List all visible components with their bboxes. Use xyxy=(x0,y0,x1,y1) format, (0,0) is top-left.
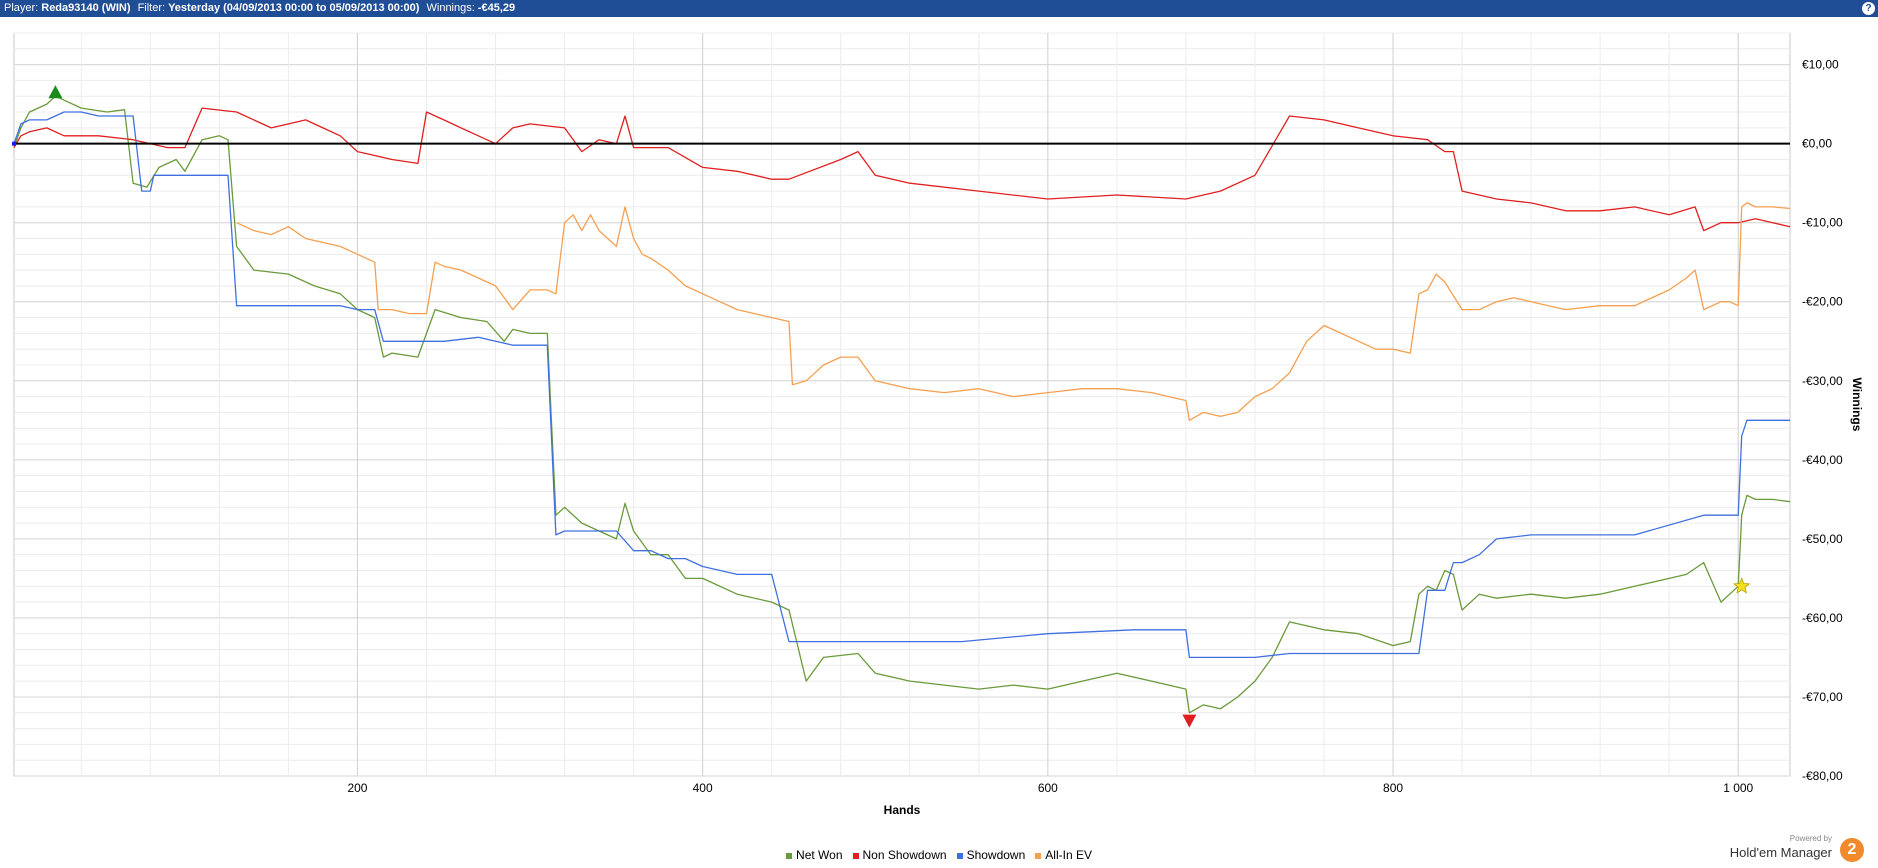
x-tick-label: 1 000 xyxy=(1723,781,1753,795)
legend-item-all-in-ev[interactable]: All-In EV xyxy=(1035,848,1092,862)
legend-swatch xyxy=(1035,852,1042,859)
hm2-logo-icon: 2 xyxy=(1840,838,1864,862)
help-icon[interactable]: ? xyxy=(1862,2,1875,15)
series-line-non-showdown xyxy=(13,107,1791,232)
player-label: Player: xyxy=(4,2,39,14)
legend-label: Showdown xyxy=(966,848,1026,862)
y-tick-label: €0,00 xyxy=(1802,137,1832,151)
brand-powered-by: Powered by xyxy=(1789,834,1832,843)
x-tick-label: 600 xyxy=(1038,781,1058,795)
x-axis-label: Hands xyxy=(884,803,921,817)
axes-layer: €10,00 €0,00 -€10,00 -€20,00 -€30,00 -€40,00 -… xyxy=(12,58,1843,795)
legend-swatch xyxy=(852,852,859,859)
filter-label: Filter: xyxy=(137,2,166,14)
player-value: Reda93140 (WIN) xyxy=(41,2,131,14)
grid xyxy=(13,32,1791,777)
legend-label: Non Showdown xyxy=(862,848,947,862)
legend-label: All-In EV xyxy=(1045,848,1092,862)
y-tick-label: -€60,00 xyxy=(1802,611,1843,625)
trough-marker xyxy=(1182,714,1197,728)
y-axis-label: Winnings xyxy=(1850,378,1864,432)
legend-label: Net Won xyxy=(796,848,843,862)
legend: Net Won Non Showdown Showdown All-In EV xyxy=(0,848,1878,862)
peak-marker xyxy=(48,85,63,99)
legend-item-net-won[interactable]: Net Won xyxy=(786,848,843,862)
start-point xyxy=(12,141,16,146)
current-marker xyxy=(1733,577,1751,594)
brand-logo: Powered by Hold'em Manager 2 xyxy=(1720,834,1870,864)
y-tick-label: -€10,00 xyxy=(1802,216,1843,230)
series-line-all-in-ev xyxy=(236,202,1791,421)
y-tick-label: -€70,00 xyxy=(1802,690,1843,704)
title-bar: Player: Reda93140 (WIN) Filter: Yesterday … xyxy=(0,0,1878,17)
winnings-chart: €10,00 €0,00 -€10,00 -€20,00 -€30,00 -€40,00 -… xyxy=(12,32,1864,817)
x-tick-label: 200 xyxy=(347,781,367,795)
series-layer xyxy=(13,95,1791,714)
y-tick-label: -€50,00 xyxy=(1802,532,1843,546)
x-tick-label: 800 xyxy=(1383,781,1403,795)
legend-item-non-showdown[interactable]: Non Showdown xyxy=(852,848,947,862)
winnings-value: -€45,29 xyxy=(477,2,516,14)
y-tick-label: €10,00 xyxy=(1802,58,1839,72)
y-tick-label: -€40,00 xyxy=(1802,453,1843,467)
legend-item-showdown[interactable]: Showdown xyxy=(956,848,1026,862)
series-line-showdown xyxy=(13,111,1790,659)
brand-name: Hold'em Manager xyxy=(1729,845,1832,860)
series-line-net-won xyxy=(13,95,1791,714)
y-tick-label: -€80,00 xyxy=(1802,769,1843,783)
x-tick-label: 400 xyxy=(693,781,713,795)
filter-value: Yesterday (04/09/2013 00:00 to 05/09/201… xyxy=(168,2,420,14)
markers-layer xyxy=(48,85,1751,728)
y-tick-label: -€30,00 xyxy=(1802,374,1843,388)
legend-swatch xyxy=(786,852,793,859)
y-tick-label: -€20,00 xyxy=(1802,295,1843,309)
legend-swatch xyxy=(956,852,963,859)
winnings-label: Winnings: xyxy=(426,2,475,14)
